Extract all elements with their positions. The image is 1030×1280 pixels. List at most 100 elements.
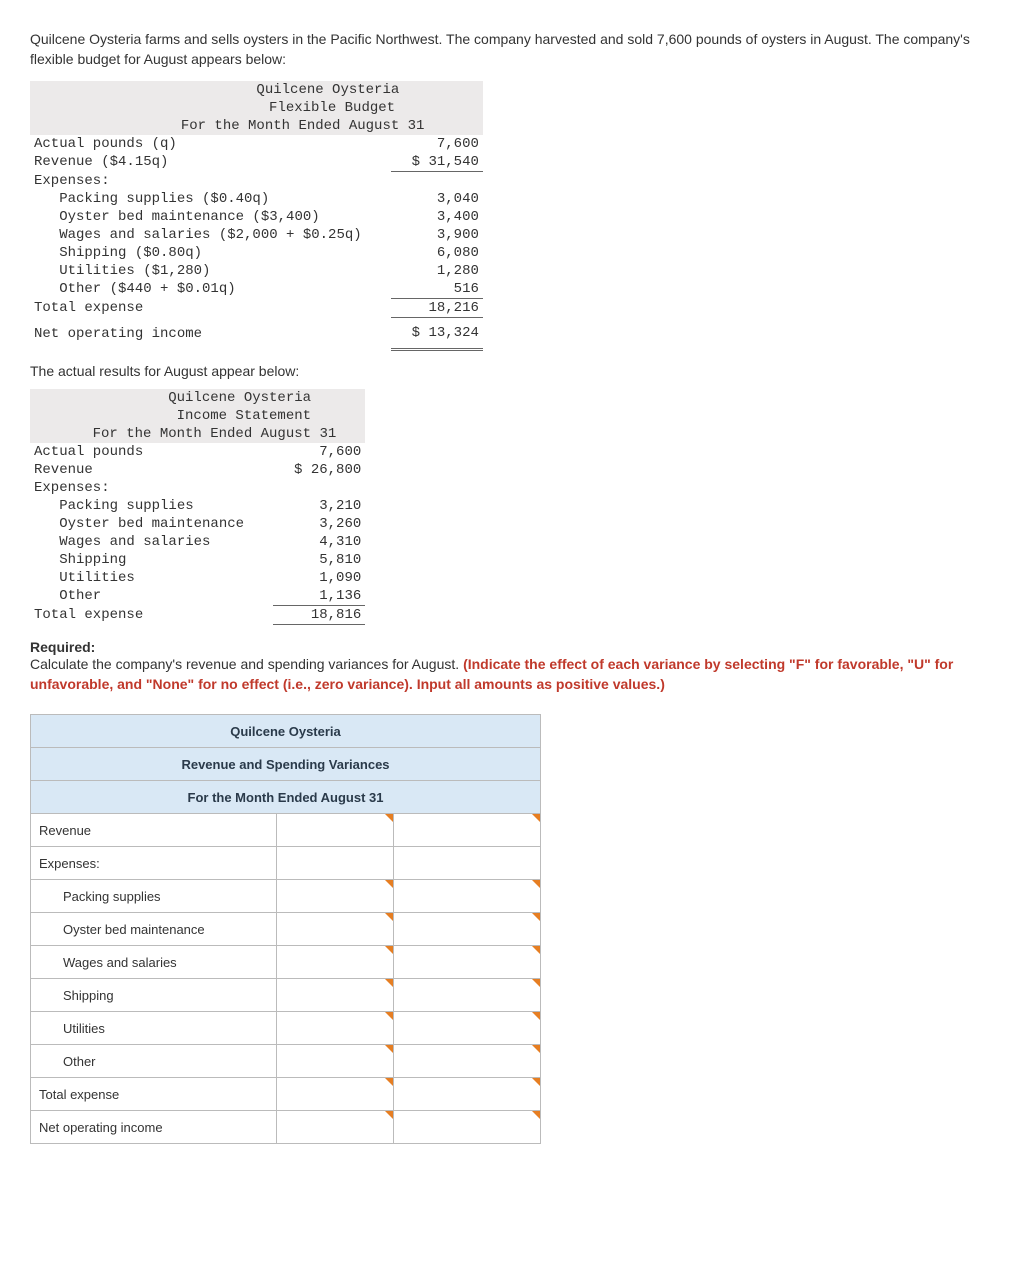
- income-statement-table: Quilcene Oysteria Income Statement For t…: [30, 389, 365, 625]
- row-label: Shipping ($0.80q): [30, 244, 391, 262]
- table-period: For the Month Ended August 31: [30, 425, 365, 443]
- answer-row-label: Wages and salaries: [31, 946, 277, 979]
- row-value: 1,280: [391, 262, 483, 280]
- variance-effect-dropdown[interactable]: [394, 946, 541, 979]
- row-value: [273, 479, 365, 497]
- variance-answer-table: Quilcene OysteriaRevenue and Spending Va…: [30, 714, 541, 1144]
- row-label: Shipping: [30, 551, 273, 569]
- variance-effect-dropdown[interactable]: [394, 979, 541, 1012]
- variance-amount-input[interactable]: [277, 814, 394, 847]
- answer-row-label: Total expense: [31, 1078, 277, 1111]
- empty-cell: [277, 847, 394, 880]
- row-label: Other: [30, 587, 273, 606]
- variance-amount-input[interactable]: [277, 979, 394, 1012]
- row-label: Expenses:: [30, 172, 391, 191]
- table-subtitle: Income Statement: [30, 407, 365, 425]
- row-value: 18,816: [273, 606, 365, 625]
- row-label: Revenue ($4.15q): [30, 153, 391, 172]
- input-flag-icon: [385, 1078, 393, 1086]
- row-label: Wages and salaries ($2,000 + $0.25q): [30, 226, 391, 244]
- empty-cell: [394, 847, 541, 880]
- row-value: 7,600: [391, 135, 483, 153]
- answer-subtitle: Revenue and Spending Variances: [31, 748, 541, 781]
- row-value: 1,136: [273, 587, 365, 606]
- answer-row-label: Other: [31, 1045, 277, 1078]
- dropdown-flag-icon: [532, 946, 540, 954]
- row-value: 3,210: [273, 497, 365, 515]
- required-text: Calculate the company's revenue and spen…: [30, 655, 1000, 694]
- row-label: Packing supplies: [30, 497, 273, 515]
- input-flag-icon: [385, 979, 393, 987]
- input-flag-icon: [385, 1012, 393, 1020]
- row-value: $ 26,800: [273, 461, 365, 479]
- variance-effect-dropdown[interactable]: [394, 1012, 541, 1045]
- row-value: 6,080: [391, 244, 483, 262]
- row-value: $ 31,540: [391, 153, 483, 172]
- row-label: Oyster bed maintenance: [30, 515, 273, 533]
- table-title: Quilcene Oysteria: [30, 389, 365, 407]
- dropdown-flag-icon: [532, 1111, 540, 1119]
- variance-effect-dropdown[interactable]: [394, 1078, 541, 1111]
- row-label: Actual pounds (q): [30, 135, 391, 153]
- variance-effect-dropdown[interactable]: [394, 1045, 541, 1078]
- row-label: Net operating income: [30, 318, 391, 350]
- variance-amount-input[interactable]: [277, 913, 394, 946]
- answer-row-label: Revenue: [31, 814, 277, 847]
- variance-amount-input[interactable]: [277, 1111, 394, 1144]
- variance-amount-input[interactable]: [277, 1012, 394, 1045]
- row-value: 3,260: [273, 515, 365, 533]
- row-label: Actual pounds: [30, 443, 273, 461]
- dropdown-flag-icon: [532, 814, 540, 822]
- row-value: 516: [391, 280, 483, 299]
- answer-row-label: Net operating income: [31, 1111, 277, 1144]
- intro-text: Quilcene Oysteria farms and sells oyster…: [30, 30, 1000, 69]
- answer-row-label: Packing supplies: [31, 880, 277, 913]
- table-title: Quilcene Oysteria: [30, 81, 483, 99]
- required-text-plain: Calculate the company's revenue and spen…: [30, 656, 463, 672]
- variance-amount-input[interactable]: [277, 946, 394, 979]
- row-label: Utilities ($1,280): [30, 262, 391, 280]
- dropdown-flag-icon: [532, 1045, 540, 1053]
- dropdown-flag-icon: [532, 979, 540, 987]
- row-label: Packing supplies ($0.40q): [30, 190, 391, 208]
- row-label: Total expense: [30, 299, 391, 318]
- dropdown-flag-icon: [532, 1078, 540, 1086]
- row-value: 3,040: [391, 190, 483, 208]
- flexible-budget-table: Quilcene Oysteria Flexible Budget For th…: [30, 81, 483, 351]
- required-label: Required:: [30, 639, 1000, 655]
- answer-row-label: Oyster bed maintenance: [31, 913, 277, 946]
- row-value: $ 13,324: [391, 318, 483, 350]
- variance-amount-input[interactable]: [277, 1078, 394, 1111]
- actual-intro-text: The actual results for August appear bel…: [30, 363, 1000, 379]
- variance-amount-input[interactable]: [277, 1045, 394, 1078]
- row-value: 3,400: [391, 208, 483, 226]
- input-flag-icon: [385, 913, 393, 921]
- answer-row-label: Utilities: [31, 1012, 277, 1045]
- table-period: For the Month Ended August 31: [30, 117, 483, 135]
- answer-period: For the Month Ended August 31: [31, 781, 541, 814]
- row-value: 4,310: [273, 533, 365, 551]
- input-flag-icon: [385, 1045, 393, 1053]
- variance-amount-input[interactable]: [277, 880, 394, 913]
- row-value: 5,810: [273, 551, 365, 569]
- answer-title: Quilcene Oysteria: [31, 715, 541, 748]
- row-value: [391, 172, 483, 191]
- row-label: Oyster bed maintenance ($3,400): [30, 208, 391, 226]
- input-flag-icon: [385, 1111, 393, 1119]
- row-value: 1,090: [273, 569, 365, 587]
- row-label: Total expense: [30, 606, 273, 625]
- dropdown-flag-icon: [532, 913, 540, 921]
- dropdown-flag-icon: [532, 880, 540, 888]
- row-value: 18,216: [391, 299, 483, 318]
- variance-effect-dropdown[interactable]: [394, 814, 541, 847]
- row-label: Expenses:: [30, 479, 273, 497]
- variance-effect-dropdown[interactable]: [394, 880, 541, 913]
- table-subtitle: Flexible Budget: [30, 99, 483, 117]
- row-label: Wages and salaries: [30, 533, 273, 551]
- answer-row-label: Expenses:: [31, 847, 277, 880]
- input-flag-icon: [385, 814, 393, 822]
- row-label: Utilities: [30, 569, 273, 587]
- variance-effect-dropdown[interactable]: [394, 1111, 541, 1144]
- dropdown-flag-icon: [532, 1012, 540, 1020]
- variance-effect-dropdown[interactable]: [394, 913, 541, 946]
